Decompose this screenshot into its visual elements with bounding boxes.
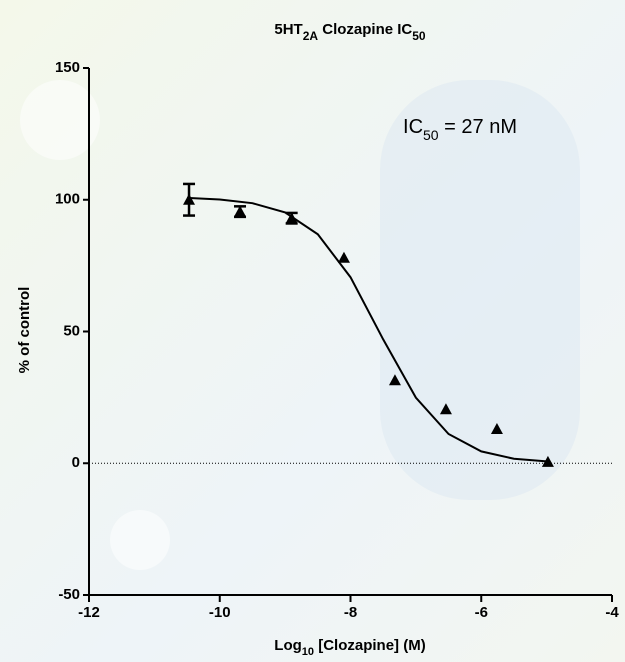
x-tick-label: -10 — [209, 604, 231, 621]
fit-curve — [187, 196, 547, 463]
data-point — [490, 422, 503, 434]
data-point — [388, 374, 401, 386]
y-tick-label: 0 — [72, 454, 80, 471]
y-tick-label: 100 — [55, 191, 80, 208]
subscript: 2A — [303, 29, 319, 43]
x-tick-label: -6 — [475, 604, 488, 621]
data-point — [439, 403, 452, 415]
text-part: Clozapine IC — [318, 21, 412, 38]
subscript: 10 — [302, 646, 314, 658]
chart-title: 5HT2A Clozapine IC50 — [274, 21, 426, 43]
x-axis-label: Log10 [Clozapine] (M) — [274, 637, 425, 658]
bg-decoration — [110, 510, 170, 570]
text-part: 5HT — [274, 21, 302, 38]
text-part: Log — [274, 637, 302, 654]
subscript: 50 — [412, 29, 426, 43]
text-part: = 27 nM — [439, 116, 517, 138]
x-tick-label: -8 — [344, 604, 357, 621]
bg-decoration — [380, 80, 580, 500]
x-tick-label: -12 — [78, 604, 100, 621]
text-part: IC — [403, 116, 423, 138]
x-tick-label: -4 — [605, 604, 619, 621]
subscript: 50 — [423, 127, 439, 143]
y-axis-label: % of control — [16, 287, 33, 374]
y-tick-label: 50 — [63, 322, 80, 339]
text-part: [Clozapine] (M) — [314, 637, 426, 654]
bg-decoration — [20, 80, 100, 160]
data-point — [234, 205, 247, 217]
data-point — [541, 455, 554, 467]
ic50-annotation: IC50 = 27 nM — [403, 116, 517, 142]
y-tick-label: -50 — [58, 586, 80, 603]
data-point — [183, 193, 196, 205]
y-tick-label: 150 — [55, 59, 80, 76]
data-point — [337, 251, 350, 263]
